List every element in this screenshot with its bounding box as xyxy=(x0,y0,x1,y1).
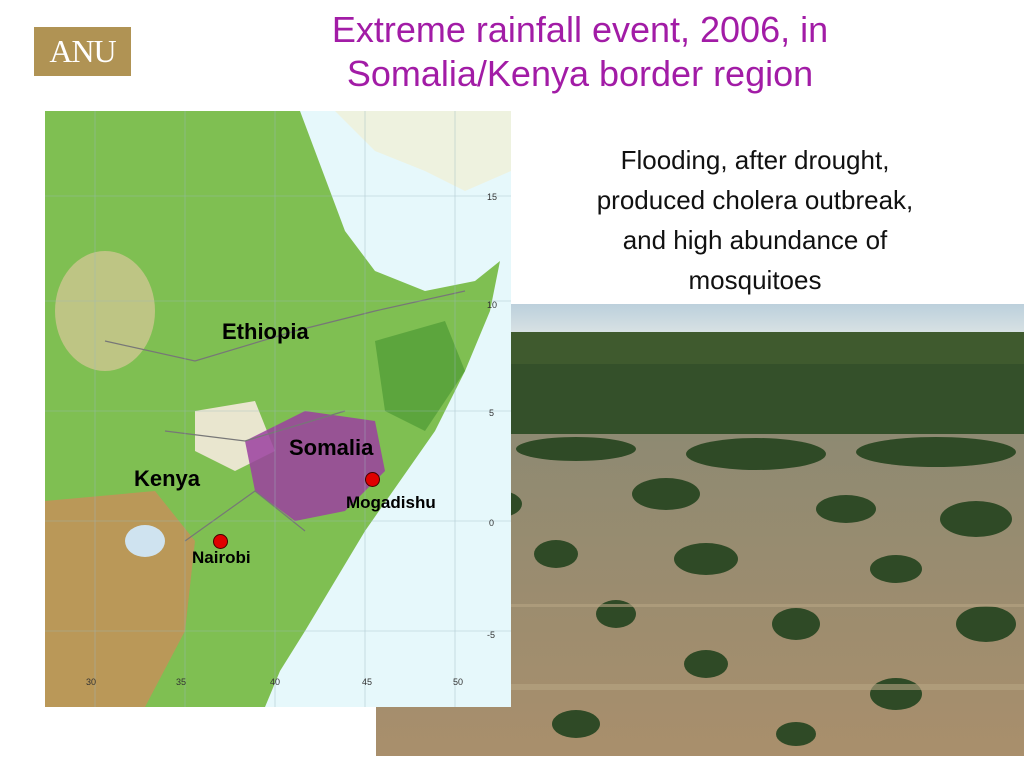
kenya-label: Kenya xyxy=(134,466,201,491)
lon-tick: 45 xyxy=(362,677,373,687)
ethiopia-label: Ethiopia xyxy=(222,319,309,344)
caption-line-4: mosquitoes xyxy=(688,265,822,295)
slide-caption: Flooding, after drought, produced choler… xyxy=(540,140,970,300)
mogadishu-marker-icon xyxy=(365,472,380,487)
caption-line-1: Flooding, after drought, xyxy=(620,145,890,175)
nairobi-label: Nairobi xyxy=(192,548,251,567)
slide-title: Extreme rainfall event, 2006, in Somalia… xyxy=(200,8,960,96)
lat-tick: 15 xyxy=(487,192,498,202)
lat-tick: 5 xyxy=(489,408,495,418)
lat-tick: 10 xyxy=(487,300,498,310)
lat-tick: 0 xyxy=(489,518,495,528)
lon-tick: 35 xyxy=(176,677,187,687)
title-line-1: Extreme rainfall event, 2006, in xyxy=(331,9,829,50)
caption-line-2: produced cholera outbreak, xyxy=(596,185,914,215)
lon-tick: 50 xyxy=(453,677,464,687)
anu-logo: ANU xyxy=(34,27,131,76)
rainfall-map xyxy=(45,111,511,707)
lon-tick: 30 xyxy=(86,677,97,687)
title-line-2: Somalia/Kenya border region xyxy=(346,53,814,94)
mogadishu-label: Mogadishu xyxy=(346,493,436,512)
map-illustration xyxy=(45,111,511,707)
caption-line-3: and high abundance of xyxy=(622,225,888,255)
nairobi-marker-icon xyxy=(213,534,228,549)
somalia-label: Somalia xyxy=(289,435,374,460)
lat-tick: -5 xyxy=(487,630,496,640)
lon-tick: 40 xyxy=(270,677,281,687)
